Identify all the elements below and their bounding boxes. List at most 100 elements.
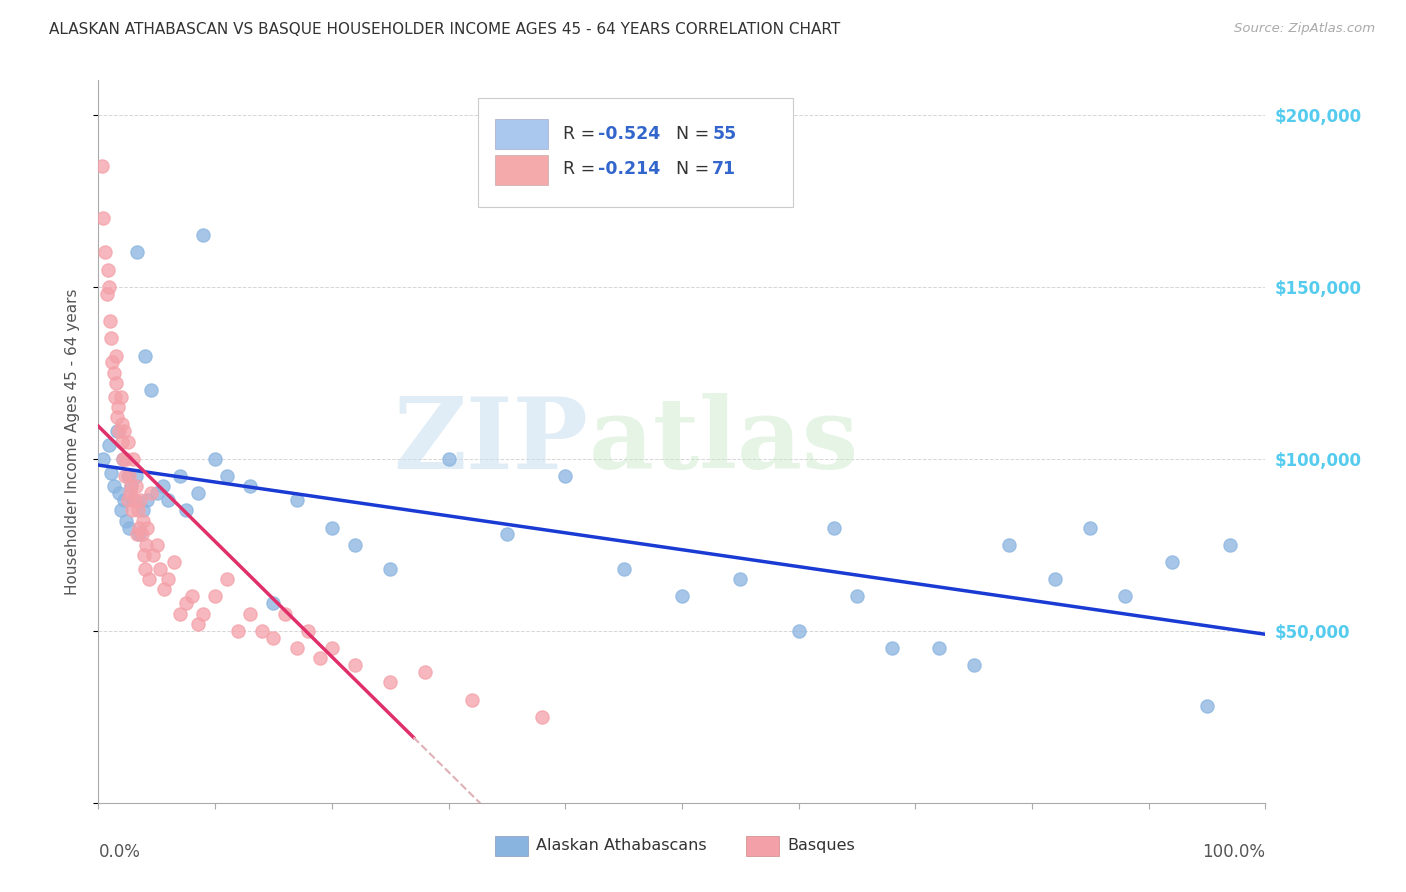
- Point: [174, 596, 197, 610]
- Point: [97, 279, 120, 293]
- Point: [1195, 699, 1218, 714]
- Point: [134, 562, 156, 576]
- Point: [1114, 590, 1136, 604]
- Point: [344, 538, 367, 552]
- Point: [105, 410, 128, 425]
- Point: [321, 640, 343, 655]
- Point: [1045, 572, 1067, 586]
- Point: [136, 493, 159, 508]
- Bar: [495, 836, 527, 856]
- Point: [204, 590, 226, 604]
- Point: [117, 434, 139, 449]
- Point: [97, 262, 120, 277]
- Point: [215, 572, 238, 586]
- Point: [138, 572, 160, 586]
- Point: [107, 400, 129, 414]
- Point: [180, 590, 202, 604]
- Point: [131, 527, 153, 541]
- Point: [117, 469, 139, 483]
- Point: [103, 479, 125, 493]
- Text: 100.0%: 100.0%: [1202, 843, 1265, 861]
- Point: [613, 562, 636, 576]
- Point: [928, 640, 950, 655]
- Point: [152, 582, 174, 597]
- Point: [262, 631, 284, 645]
- Point: [437, 451, 460, 466]
- Point: [90, 159, 112, 173]
- Point: [554, 469, 576, 483]
- Text: ALASKAN ATHABASCAN VS BASQUE HOUSEHOLDER INCOME AGES 45 - 64 YEARS CORRELATION C: ALASKAN ATHABASCAN VS BASQUE HOUSEHOLDER…: [49, 22, 841, 37]
- Point: [344, 658, 367, 673]
- Point: [128, 520, 150, 534]
- Point: [111, 434, 134, 449]
- Point: [530, 710, 553, 724]
- Text: ZIP: ZIP: [394, 393, 589, 490]
- Text: Source: ZipAtlas.com: Source: ZipAtlas.com: [1234, 22, 1375, 36]
- Point: [132, 548, 155, 562]
- Point: [111, 451, 134, 466]
- Point: [132, 503, 155, 517]
- Point: [124, 493, 146, 508]
- Point: [193, 607, 215, 621]
- Point: [309, 651, 332, 665]
- Text: R =: R =: [562, 125, 600, 143]
- Point: [112, 493, 135, 508]
- Point: [100, 466, 122, 480]
- Point: [461, 692, 484, 706]
- Text: 0.0%: 0.0%: [98, 843, 141, 861]
- Point: [157, 572, 180, 586]
- Point: [169, 607, 191, 621]
- Text: Basques: Basques: [787, 838, 855, 853]
- Point: [122, 451, 145, 466]
- Point: [105, 424, 128, 438]
- Bar: [495, 154, 548, 185]
- Point: [187, 486, 209, 500]
- Point: [962, 658, 984, 673]
- Y-axis label: Householder Income Ages 45 - 64 years: Householder Income Ages 45 - 64 years: [65, 288, 80, 595]
- Point: [239, 479, 262, 493]
- Point: [239, 607, 262, 621]
- Point: [91, 451, 114, 466]
- Point: [125, 469, 148, 483]
- Point: [1219, 538, 1241, 552]
- Point: [121, 503, 143, 517]
- Point: [128, 527, 150, 541]
- Point: [285, 493, 308, 508]
- Point: [104, 349, 127, 363]
- Bar: [747, 836, 779, 856]
- Point: [104, 376, 127, 390]
- Point: [96, 286, 118, 301]
- Point: [132, 514, 155, 528]
- Point: [125, 479, 148, 493]
- Point: [163, 555, 186, 569]
- Point: [101, 355, 124, 369]
- Point: [136, 520, 159, 534]
- Point: [135, 538, 157, 552]
- Text: atlas: atlas: [589, 393, 859, 490]
- Point: [880, 640, 903, 655]
- Point: [787, 624, 810, 638]
- Point: [120, 479, 142, 493]
- Point: [496, 527, 519, 541]
- Point: [134, 349, 156, 363]
- Point: [104, 390, 127, 404]
- Point: [169, 469, 191, 483]
- Text: N =: N =: [676, 161, 714, 178]
- Point: [297, 624, 319, 638]
- Point: [146, 538, 169, 552]
- Point: [380, 675, 402, 690]
- Point: [98, 314, 121, 328]
- Point: [129, 493, 152, 508]
- Point: [187, 616, 209, 631]
- Point: [228, 624, 250, 638]
- Point: [125, 245, 148, 260]
- Point: [1161, 555, 1184, 569]
- Text: -0.524: -0.524: [598, 125, 661, 143]
- Point: [146, 486, 169, 500]
- Point: [380, 562, 402, 576]
- Point: [110, 503, 132, 517]
- Point: [97, 438, 120, 452]
- Point: [997, 538, 1019, 552]
- Point: [125, 527, 148, 541]
- Point: [111, 451, 134, 466]
